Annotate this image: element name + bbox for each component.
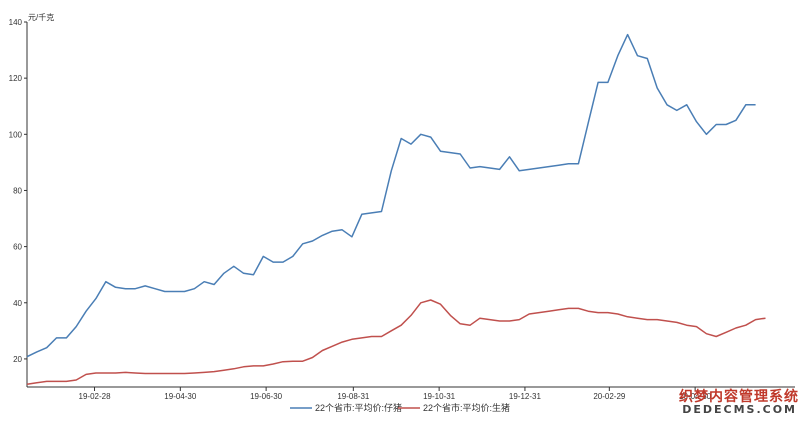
x-tick-label: 19-04-30 bbox=[164, 392, 197, 401]
y-tick-label: 100 bbox=[9, 130, 23, 139]
x-tick-label: 19-12-31 bbox=[509, 392, 542, 401]
y-ticks: 20 40 60 80 100 120 140 bbox=[9, 18, 27, 364]
y-tick-label: 40 bbox=[13, 299, 22, 308]
x-tick-label: 19-02-28 bbox=[79, 392, 112, 401]
y-tick-label: 20 bbox=[13, 355, 22, 364]
y-tick-label: 140 bbox=[9, 18, 23, 27]
x-ticks: 19-02-28 19-04-30 19-06-30 19-08-31 19-10-31… bbox=[79, 387, 712, 401]
watermark-logo-url: DEDECMS.COM bbox=[682, 403, 797, 416]
chart-axes bbox=[26, 22, 795, 388]
legend-label-piglet: 22个省市:平均价:仔猪 bbox=[315, 402, 402, 413]
series-lines bbox=[26, 33, 766, 385]
x-tick-label: 19-10-31 bbox=[423, 392, 456, 401]
x-tick-label: 20-02-29 bbox=[593, 392, 626, 401]
y-tick-label: 80 bbox=[13, 186, 22, 195]
legend-label-hog: 22个省市:平均价:生猪 bbox=[423, 402, 510, 413]
watermark-logo-text: 织梦内容管理系统 bbox=[679, 389, 799, 405]
x-tick-label: 20-04-30 bbox=[679, 392, 712, 401]
y-tick-label: 120 bbox=[9, 74, 23, 83]
y-axis-unit-label: 元/千克 bbox=[28, 12, 54, 22]
series-line-piglet bbox=[26, 33, 756, 358]
y-tick-label: 60 bbox=[13, 243, 22, 252]
legend: 22个省市:平均价:仔猪 22个省市:平均价:生猪 bbox=[290, 402, 510, 413]
series-line-hog bbox=[26, 299, 766, 385]
x-tick-label: 19-06-30 bbox=[250, 392, 283, 401]
x-tick-label: 19-08-31 bbox=[337, 392, 370, 401]
